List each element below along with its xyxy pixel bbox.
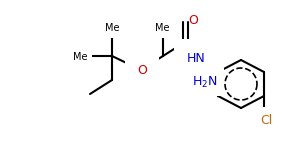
- Text: O: O: [137, 64, 147, 78]
- Text: Me: Me: [73, 52, 87, 62]
- Text: O: O: [188, 13, 198, 27]
- Text: Me: Me: [105, 23, 119, 33]
- Text: HN: HN: [186, 51, 205, 64]
- Text: Cl: Cl: [260, 113, 272, 126]
- Text: H$_2$N: H$_2$N: [192, 74, 218, 90]
- Text: Me: Me: [155, 23, 169, 33]
